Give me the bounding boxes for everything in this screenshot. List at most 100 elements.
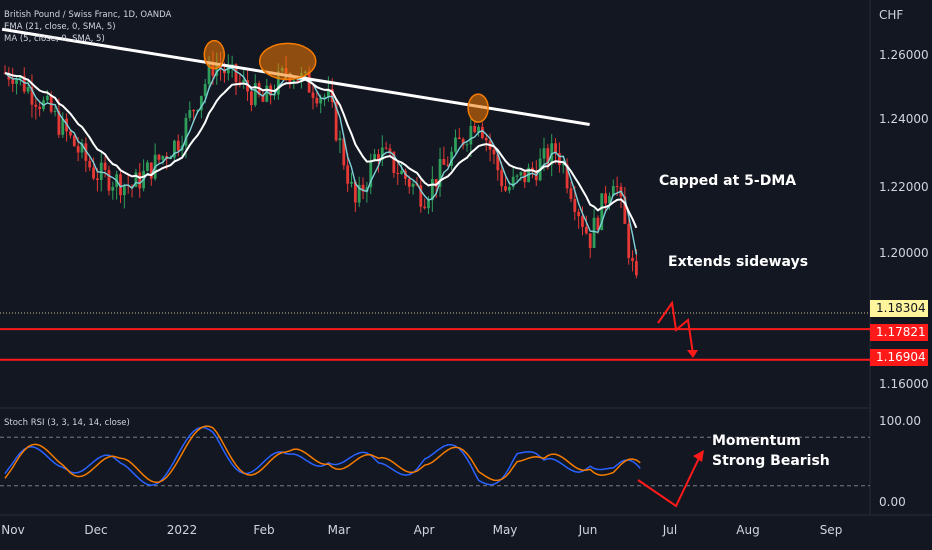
candle-body <box>134 172 138 187</box>
capped-annotation: Capped at 5-DMA <box>659 173 797 189</box>
candle-body <box>234 64 238 83</box>
candle-body <box>546 148 550 165</box>
candle-body <box>146 162 149 171</box>
candle-body <box>477 126 480 133</box>
candle-body <box>515 175 519 177</box>
candle-body <box>92 167 95 179</box>
stoch-rsi-pane <box>0 425 870 508</box>
candle-body <box>573 199 577 212</box>
candle-body <box>323 96 326 98</box>
symbol-legend: British Pound / Swiss Franc, 1D, OANDA <box>4 10 172 20</box>
support-level-badge: 1.17821 <box>870 324 928 341</box>
x-tick-label: Nov <box>1 523 25 537</box>
candle-body <box>138 172 142 189</box>
candle-body <box>292 80 296 83</box>
x-tick-label: Sep <box>819 523 843 537</box>
candle-body <box>84 143 88 161</box>
candle-body <box>276 71 280 95</box>
ema-legend: EMA (21, close, 0, SMA, 5) <box>4 22 116 32</box>
candle-body <box>496 154 500 171</box>
candle-body <box>130 185 134 187</box>
candlesticks <box>3 51 638 279</box>
candle-body <box>438 158 442 187</box>
candle-body <box>442 158 446 165</box>
candle-body <box>584 226 588 234</box>
candle-body <box>481 126 484 139</box>
candle-body <box>311 92 315 98</box>
candle-body <box>61 118 65 135</box>
candle-body <box>461 138 465 145</box>
y-tick-label: 1.22000 <box>879 180 929 194</box>
candle-body <box>504 186 507 191</box>
candle-body <box>215 64 219 76</box>
candle-body <box>635 261 638 276</box>
candle-body <box>581 216 584 227</box>
candle-body <box>577 211 581 217</box>
candle-body <box>457 137 461 139</box>
candle-body <box>53 110 57 112</box>
candle-body <box>353 181 357 203</box>
y-tick-label: 1.16000 <box>879 377 929 391</box>
candle-body <box>226 66 230 74</box>
candle-body <box>199 96 203 111</box>
stoch-d-line <box>4 425 641 484</box>
candle-body <box>76 146 80 153</box>
candle-body <box>507 186 511 191</box>
candle-body <box>157 154 161 160</box>
candle-body <box>34 104 38 107</box>
candle-body <box>434 179 438 187</box>
candle-body <box>265 85 269 102</box>
candle-body <box>542 148 546 159</box>
candle-body <box>565 164 569 189</box>
candle-body <box>465 144 469 146</box>
candle-body <box>519 172 523 176</box>
candle-body <box>558 153 561 165</box>
momentum-arrowhead <box>693 450 704 462</box>
candle-body <box>261 94 265 102</box>
x-tick-label: Apr <box>413 523 435 537</box>
candle-body <box>631 257 634 262</box>
projected-path-arrowhead <box>687 350 698 358</box>
candle-body <box>103 162 107 170</box>
candle-body <box>346 165 350 184</box>
candle-body <box>242 80 246 83</box>
candle-body <box>315 97 319 104</box>
candle-body <box>15 78 18 84</box>
candle-body <box>611 186 615 196</box>
candle-body <box>238 82 242 84</box>
candle-body <box>253 83 257 106</box>
currency-unit: CHF <box>879 8 904 22</box>
candle-body <box>492 149 496 155</box>
candle-body <box>473 125 477 133</box>
candle-body <box>184 117 188 146</box>
candle-body <box>176 140 180 151</box>
candle-body <box>446 164 450 166</box>
candle-body <box>423 206 427 209</box>
ma-legend: MA (5, close, 0, SMA, 5) <box>4 34 105 44</box>
x-tick-label: May <box>492 523 518 537</box>
candle-body <box>380 147 384 161</box>
candle-body <box>188 110 192 118</box>
candle-body <box>357 184 361 203</box>
candle-body <box>427 200 430 209</box>
x-tick-label: Aug <box>736 523 760 537</box>
candle-body <box>149 162 153 179</box>
x-tick-label: Mar <box>327 523 351 537</box>
candle-body <box>500 170 504 187</box>
candle-body <box>561 164 565 166</box>
x-tick-label: Jun <box>578 523 598 537</box>
candle-body <box>38 106 42 110</box>
y-tick-label: 1.20000 <box>879 246 929 260</box>
candle-body <box>22 76 26 92</box>
ema-21-line <box>4 72 638 229</box>
x-tick-label: Jul <box>662 523 678 537</box>
candle-body <box>45 95 49 101</box>
candle-body <box>80 143 84 153</box>
trendline-touch-highlight <box>258 42 317 81</box>
candle-body <box>450 151 453 166</box>
candle-body <box>203 84 207 97</box>
candle-body <box>569 188 573 200</box>
candle-body <box>596 217 600 231</box>
candle-body <box>296 80 299 82</box>
